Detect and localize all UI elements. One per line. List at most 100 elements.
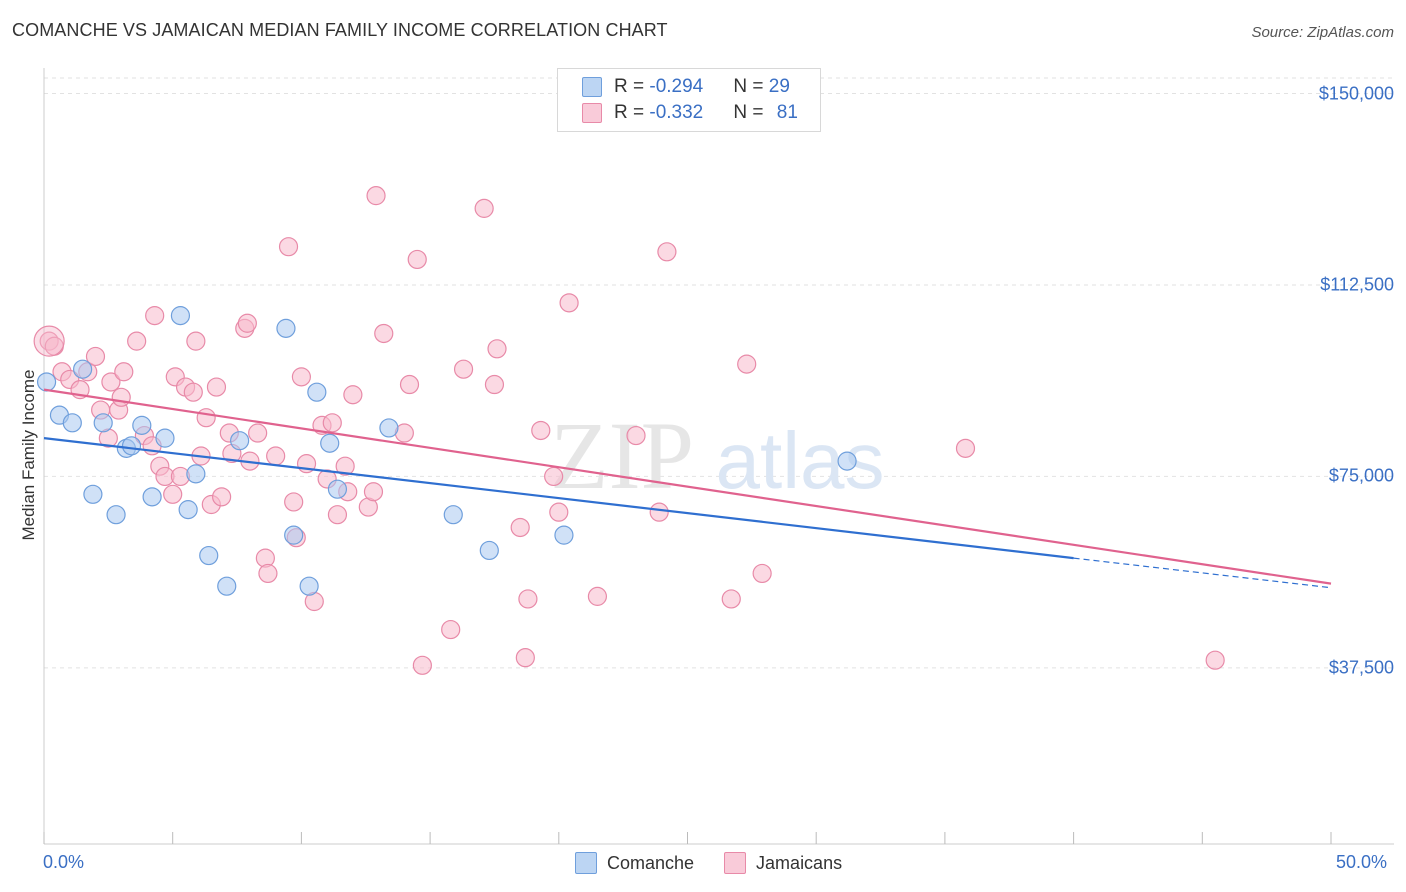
comanche-point xyxy=(443,505,463,525)
r-label: R = xyxy=(614,76,650,97)
comanche-point xyxy=(73,359,93,379)
series-legend: Comanche Jamaicans xyxy=(575,852,872,874)
comanche-point xyxy=(186,464,206,484)
jamaicans-point xyxy=(284,492,304,512)
watermark-zip: ZIP xyxy=(550,402,694,509)
trend-lines xyxy=(43,388,1332,589)
jamaicans-point xyxy=(206,377,227,397)
jamaicans-point xyxy=(737,354,757,374)
jamaicans-point xyxy=(412,655,432,675)
jamaicans-point xyxy=(237,313,257,333)
jamaicans-point-large xyxy=(33,325,65,357)
y-tick-label: $112,500 xyxy=(1320,274,1394,295)
jamaicans-point xyxy=(374,323,394,344)
jamaicans-point xyxy=(587,586,608,606)
jamaicans-point xyxy=(407,249,427,270)
comanche-point xyxy=(554,525,574,545)
n-value: 81 xyxy=(776,102,798,123)
jamaicans-point xyxy=(721,589,741,609)
comanche-points xyxy=(36,306,857,596)
comanche-point xyxy=(155,428,175,448)
jamaicans-point xyxy=(327,505,348,525)
comanche-point xyxy=(217,576,237,596)
comanche-point xyxy=(327,479,348,499)
comanche-point xyxy=(178,500,198,520)
comanche-trend-line xyxy=(43,437,1074,560)
comanche-point xyxy=(284,525,304,545)
jamaicans-trend-line xyxy=(43,388,1332,585)
legend-item-jamaicans[interactable]: Jamaicans xyxy=(724,852,842,874)
grid-lines xyxy=(44,77,1394,669)
legend-label: Jamaicans xyxy=(756,852,843,873)
jamaicans-point xyxy=(322,413,342,433)
jamaicans-point xyxy=(186,331,206,351)
source-label: Source: ZipAtlas.com xyxy=(1251,24,1394,41)
comanche-point xyxy=(132,415,152,435)
comanche-point xyxy=(379,418,399,438)
jamaicans-point xyxy=(484,374,505,395)
comanche-point xyxy=(83,484,103,504)
comanche-point xyxy=(299,576,319,596)
jamaicans-point xyxy=(183,382,203,402)
y-tick-label: $150,000 xyxy=(1318,83,1394,104)
jamaicans-point xyxy=(453,359,474,379)
jamaicans-point xyxy=(363,482,384,502)
axes xyxy=(43,68,1394,845)
jamaicans-point xyxy=(248,423,268,443)
r-label: R = xyxy=(614,102,650,123)
jamaicans-point xyxy=(85,346,106,367)
jamaicans-point xyxy=(657,242,677,262)
jamaicans-point xyxy=(559,293,579,313)
jamaicans-point xyxy=(515,648,535,668)
y-tick-label: $37,500 xyxy=(1328,657,1394,678)
jamaicans-point xyxy=(278,237,299,257)
jamaicans-points xyxy=(33,186,1225,675)
jamaicans-point xyxy=(101,372,121,392)
comanche-point xyxy=(276,318,296,338)
jamaicans-point xyxy=(549,502,569,522)
jamaicans-point xyxy=(291,367,311,387)
jamaicans-point xyxy=(544,466,564,487)
jamaicans-point xyxy=(196,408,216,428)
jamaicans-point xyxy=(114,362,134,382)
jamaicans-point xyxy=(335,456,355,476)
jamaicans-point xyxy=(145,306,165,326)
legend-label: Comanche xyxy=(607,852,695,873)
legend-row-comanche: R = -0.294 N = 29 xyxy=(582,75,790,99)
comanche-point xyxy=(142,487,162,507)
legend-item-comanche[interactable]: Comanche xyxy=(575,852,694,874)
jamaicans-point xyxy=(649,502,669,522)
jamaicans-point xyxy=(212,487,232,507)
jamaicans-point xyxy=(441,619,461,640)
comanche-point xyxy=(320,433,340,453)
n-label: N = xyxy=(733,102,769,123)
jamaicans-point xyxy=(474,198,494,218)
jamaicans-point xyxy=(343,385,363,405)
comanche-point xyxy=(199,545,219,566)
jamaicans-point xyxy=(127,331,147,351)
jamaicans-swatch xyxy=(724,852,747,874)
jamaicans-swatch xyxy=(582,103,602,123)
jamaicans-point xyxy=(266,446,286,466)
r-value: -0.294 xyxy=(649,76,704,97)
watermark-atlas: atlas xyxy=(716,416,885,505)
y-tick-label: $75,000 xyxy=(1328,465,1394,486)
jamaicans-point xyxy=(752,563,772,584)
comanche-trend-extension xyxy=(1073,557,1332,589)
comanche-point xyxy=(230,431,250,451)
jamaicans-point xyxy=(487,339,507,359)
comanche-point xyxy=(106,505,126,525)
comanche-swatch xyxy=(575,852,597,874)
jamaicans-point xyxy=(258,563,278,584)
comanche-point xyxy=(36,372,57,392)
jamaicans-point xyxy=(626,425,646,446)
r-value: -0.332 xyxy=(649,102,704,123)
correlation-legend: R = -0.294 N = 29 R = -0.332 N = 81 xyxy=(557,68,821,132)
jamaicans-point xyxy=(366,186,386,206)
jamaicans-point xyxy=(531,420,551,441)
jamaicans-point xyxy=(399,374,420,395)
comanche-swatch xyxy=(582,77,602,97)
legend-row-jamaicans: R = -0.332 N = 81 xyxy=(582,101,798,125)
n-value: 29 xyxy=(768,76,790,97)
